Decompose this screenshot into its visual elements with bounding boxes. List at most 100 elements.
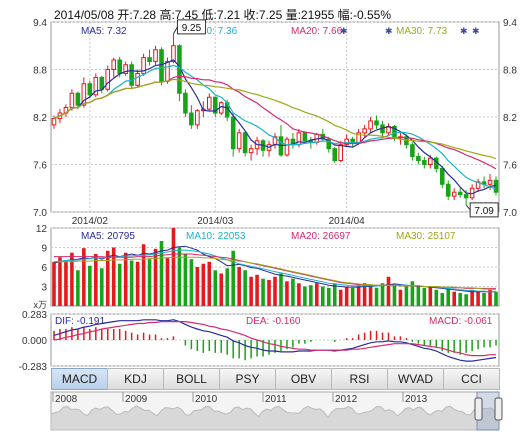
volume-bar [344,286,349,306]
event-marker: ✱ [472,26,480,36]
candle-body [344,138,349,146]
candle-body [374,120,379,126]
volume-unit-label: x万 [33,300,47,310]
volume-bar [231,250,235,306]
volume-bar [320,286,325,306]
price-legend-item: MA10: 7.36 [186,26,238,37]
volume-bar [213,270,218,306]
candle-body [195,110,200,126]
candle-body [475,181,481,189]
candle-body [439,167,445,185]
volume-bar [141,244,146,306]
candle-body [284,138,290,156]
tab-cci[interactable]: CCI [443,368,500,390]
candle-body [350,138,355,143]
volume-bar [434,289,439,306]
tab-wvad[interactable]: WVAD [387,368,444,390]
volume-bar [177,247,182,306]
volume-bar [446,287,451,306]
volume-bar [482,293,486,306]
tab-boll[interactable]: BOLL [163,368,220,390]
volume-bar [82,248,86,306]
candle-body [230,116,236,150]
volume-legend-item: MA20: 26697 [291,231,351,242]
volume-bar [315,283,319,306]
candle-body [135,72,140,86]
price-tick-left: 9.4 [33,18,47,29]
timeline-right-handle[interactable] [494,397,503,421]
volume-bar [219,273,224,306]
candle-body [248,148,254,154]
candle-body [212,96,218,114]
volume-bar [117,263,122,306]
candle-body [111,59,117,70]
volume-bar [291,278,295,306]
candle-body [189,112,194,126]
timeline-year-label: 2009 [125,394,148,405]
quote-date: 2014/05/08 [54,8,115,22]
candle-body [422,160,427,166]
macd-tick: 0.283 [22,310,47,321]
volume-bar [309,285,313,306]
timeline-year-label: 2011 [265,394,287,405]
timeline-year-label: 2008 [55,394,78,405]
candle-body [51,118,57,126]
price-legend-item: MA30: 7.73 [396,26,448,37]
timeline-overview-area [50,405,500,431]
candle-body [153,49,158,63]
volume-bar [404,286,409,306]
price-tick-right: 8.8 [503,66,517,77]
quote-low: 低:7.21 [201,8,241,22]
volume-bar [476,291,480,306]
macd-dea-line [53,321,496,357]
candle-body [242,132,248,154]
volume-bar [255,274,259,306]
candle-body [493,179,499,193]
macd-legend-dea: DEA: -0.160 [246,316,301,327]
volume-bar [99,268,104,306]
volume-bar [243,270,247,306]
volume-bar [392,285,397,306]
candle-body [141,57,146,74]
candle-body [410,144,415,158]
candle-body [457,191,463,196]
candle-body [81,83,87,106]
tab-obv[interactable]: OBV [275,368,332,390]
candle-body [165,61,170,82]
tab-psy[interactable]: PSY [219,368,276,390]
volume-bar [368,286,373,306]
timeline-left-handle[interactable] [474,397,483,421]
timeline-year-label: 2010 [195,394,218,405]
indicator-tabs: MACD KDJ BOLL PSY OBV RSI WVAD CCI [51,368,500,390]
volume-legend-item: MA10: 22053 [186,231,246,242]
volume-bar [440,293,445,306]
volume-bar [135,261,140,306]
volume-bar [332,283,337,306]
volume-bar [70,252,74,306]
tab-kdj[interactable]: KDJ [107,368,164,390]
quote-close: 收:7.25 [243,8,283,22]
tab-macd[interactable]: MACD [51,368,108,390]
volume-bar [362,283,367,306]
candle-body [105,69,111,90]
tab-rsi[interactable]: RSI [331,368,388,390]
volume-bar [105,250,110,306]
price-tick-left: 7.6 [33,161,47,172]
price-tick-left: 8.2 [33,113,47,124]
candle-body [302,132,308,142]
volume-bar [279,273,283,306]
candle-body [183,92,188,114]
volume-bar [380,283,385,306]
price-ma10-line [53,64,497,190]
candle-body [69,92,75,108]
candle-body [207,96,212,110]
candle-body [362,128,367,134]
candle-body [326,138,332,150]
volume-legend-item: MA30: 25107 [396,231,456,242]
volume-bar [94,254,98,306]
candle-body [392,126,397,138]
volume-bar [64,260,68,306]
volume-bar [470,289,474,306]
price-tick-left: 8.8 [33,66,47,77]
